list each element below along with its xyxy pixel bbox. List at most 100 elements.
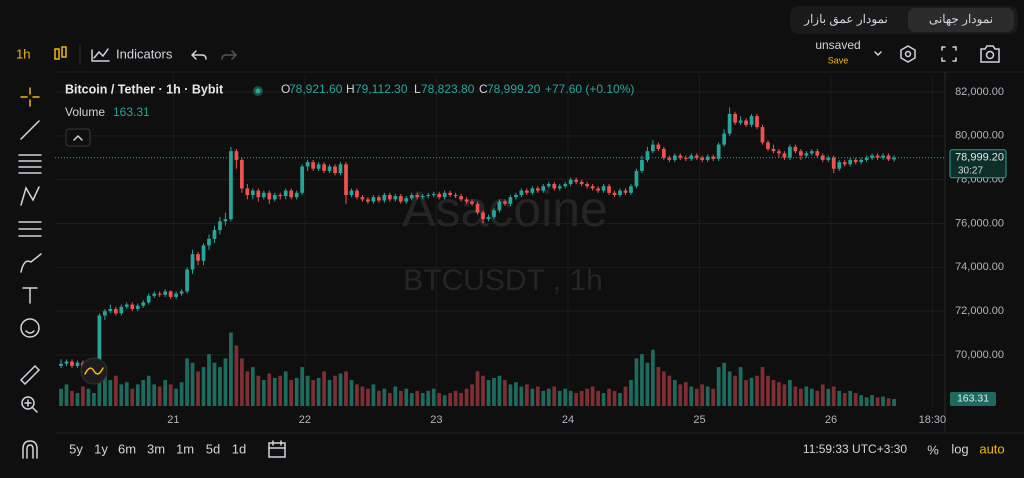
range-button[interactable]: 1m xyxy=(176,441,194,456)
range-button[interactable]: 5d xyxy=(206,441,220,456)
volume-bar xyxy=(481,375,485,406)
candle-body xyxy=(464,199,469,202)
ohlc-change: +77.60 (+0.10%) xyxy=(545,82,634,96)
volume-bar xyxy=(377,390,381,406)
candle-body xyxy=(859,159,864,163)
watermark-brand: Asacoine xyxy=(402,181,608,237)
candle-body xyxy=(793,146,798,152)
candle-body xyxy=(152,293,157,296)
candle-type-icon[interactable] xyxy=(54,46,67,60)
log-toggle[interactable]: log xyxy=(951,441,968,456)
text-tool[interactable] xyxy=(22,287,38,304)
volume-bar xyxy=(557,390,562,406)
tab[interactable]: نمودار جهانی xyxy=(929,12,993,26)
x-tick-label: 26 xyxy=(825,414,837,426)
fib-tool[interactable] xyxy=(18,154,42,174)
range-button[interactable]: 1y xyxy=(94,441,108,456)
x-tick-label: 22 xyxy=(299,414,311,426)
volume-bar xyxy=(382,388,387,406)
range-button[interactable]: 5y xyxy=(69,441,83,456)
x-tick-label: 21 xyxy=(167,414,179,426)
range-button[interactable]: 3m xyxy=(147,441,165,456)
tab[interactable]: نمودار عمق بازار xyxy=(803,12,888,26)
volume-bar xyxy=(590,386,595,406)
candle-body xyxy=(207,238,211,246)
layout-name[interactable]: unsaved xyxy=(815,38,860,52)
volume-bar xyxy=(870,395,874,406)
pattern-tool[interactable] xyxy=(20,186,40,206)
range-button[interactable]: 1d xyxy=(232,441,246,456)
candle-body xyxy=(645,151,650,160)
undo-icon[interactable] xyxy=(191,50,207,60)
candle-body xyxy=(174,293,178,297)
volume-bar xyxy=(793,386,798,406)
brush-tool[interactable] xyxy=(20,253,42,273)
candle-body xyxy=(398,196,403,202)
zoom-tool[interactable] xyxy=(21,396,35,410)
candle-body xyxy=(431,193,436,195)
volume-bar xyxy=(661,371,666,406)
interval-button[interactable]: 1h xyxy=(16,46,30,61)
volume-bar xyxy=(190,362,195,406)
candle-body xyxy=(261,192,266,198)
candle-body xyxy=(437,193,442,198)
candle-body xyxy=(481,212,485,220)
volume-bar xyxy=(437,393,442,406)
candle-body xyxy=(826,157,831,160)
candle-body xyxy=(190,254,195,270)
auto-toggle[interactable]: auto xyxy=(979,441,1004,456)
indicators-icon[interactable] xyxy=(91,48,110,62)
candle-body xyxy=(470,201,474,204)
layout-menu[interactable] xyxy=(874,51,882,57)
candle-body xyxy=(234,151,239,160)
projection-tool[interactable] xyxy=(18,221,42,237)
settings-icon[interactable] xyxy=(900,45,916,63)
volume-bar xyxy=(475,371,480,406)
x-tick-label: 18:30 xyxy=(919,414,947,426)
date-range-icon[interactable] xyxy=(268,440,286,458)
volume-bar xyxy=(727,371,732,406)
crosshair-tool[interactable] xyxy=(20,87,40,107)
volume-bar xyxy=(409,393,414,406)
candle-body xyxy=(377,197,381,201)
magnet-tool[interactable] xyxy=(22,440,38,459)
screenshot-icon[interactable] xyxy=(980,45,1000,63)
candle-body xyxy=(278,194,283,197)
volume-bar xyxy=(196,371,200,406)
tab-active[interactable] xyxy=(908,8,1014,32)
candle-body xyxy=(820,155,825,160)
candle-body xyxy=(492,210,496,217)
trendline-tool[interactable] xyxy=(20,120,40,140)
collapse-button[interactable] xyxy=(65,128,91,147)
candle-body xyxy=(683,157,688,159)
candle-body xyxy=(612,192,617,195)
candle-body xyxy=(689,155,694,159)
candle-body xyxy=(300,166,305,193)
candle-body xyxy=(130,304,135,309)
emoji-tool[interactable] xyxy=(20,318,40,338)
volume-bar xyxy=(733,375,737,406)
candle-body xyxy=(486,216,491,220)
volume-bar xyxy=(223,358,228,406)
axis-labels: 70,000.0072,000.0074,000.0076,000.0078,0… xyxy=(167,86,1007,426)
candle-body xyxy=(305,162,310,167)
candle-body xyxy=(546,184,551,187)
candle-body xyxy=(733,113,737,123)
volume-bar xyxy=(174,388,178,406)
volume-bar xyxy=(431,388,436,406)
clock: 11:59:33 UTC+3:30 xyxy=(803,442,908,456)
volume-bar xyxy=(245,371,250,406)
indicators-button[interactable]: Indicators xyxy=(116,46,173,61)
fullscreen-icon[interactable] xyxy=(941,46,957,62)
volume-bar xyxy=(464,388,469,406)
ruler-tool[interactable] xyxy=(19,364,41,386)
percent-toggle[interactable]: % xyxy=(927,442,939,457)
candle-body xyxy=(141,302,146,306)
save-button[interactable]: Save xyxy=(828,55,849,65)
drawing-toolbar xyxy=(18,87,42,459)
candle-body xyxy=(223,219,228,222)
volume-bar xyxy=(152,384,157,406)
volume-bar xyxy=(168,384,173,406)
range-button[interactable]: 6m xyxy=(118,441,136,456)
volume-bar xyxy=(130,388,135,406)
